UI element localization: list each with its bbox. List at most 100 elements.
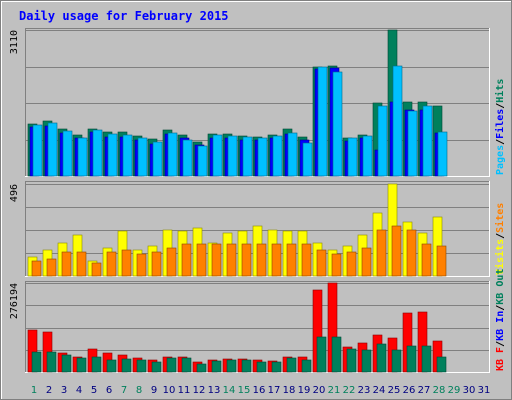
x-tick-label: 28 — [433, 385, 446, 396]
bar-sites-day-4 — [76, 251, 87, 277]
bar-sites-day-15 — [241, 243, 252, 277]
panel-bottom — [25, 281, 490, 373]
bar-sites-day-10 — [166, 247, 177, 277]
x-tick-label: 3 — [61, 385, 67, 396]
bar-sites-day-5 — [91, 262, 102, 277]
x-tick-label: 10 — [163, 385, 176, 396]
bar-kb-out-day-22 — [346, 348, 357, 373]
x-tick-label: 17 — [268, 385, 281, 396]
bar-pages-day-20 — [317, 66, 328, 177]
bar-kb-out-day-12 — [196, 363, 207, 373]
bar-sites-day-20 — [316, 249, 327, 277]
x-tick-label: 7 — [121, 385, 127, 396]
legend-entry-pages: Pages — [495, 145, 506, 175]
bar-kb-out-day-6 — [106, 359, 117, 373]
bar-sites-day-23 — [361, 247, 372, 277]
x-tick-label: 26 — [403, 385, 416, 396]
bar-kb-out-day-26 — [406, 345, 417, 373]
bar-kb-out-day-16 — [256, 361, 267, 373]
bar-pages-day-5 — [92, 129, 103, 177]
bar-sites-day-25 — [391, 225, 402, 277]
bar-kb-out-day-18 — [286, 357, 297, 373]
bar-kb-out-day-13 — [211, 360, 222, 373]
bar-kb-out-day-14 — [226, 359, 237, 373]
x-tick-label: 11 — [178, 385, 191, 396]
y-max-label: 496 — [9, 184, 20, 202]
x-tick-label: 18 — [283, 385, 296, 396]
legend-entry-files: Files — [494, 109, 506, 139]
bar-kb-out-day-2 — [46, 351, 57, 373]
x-tick-label: 25 — [388, 385, 401, 396]
bar-kb-out-day-7 — [121, 358, 132, 373]
bar-pages-day-22 — [347, 137, 358, 177]
x-tick-label: 15 — [238, 385, 251, 396]
bar-kb-out-day-20 — [316, 336, 327, 373]
bar-kb-out-day-1 — [31, 351, 42, 373]
bar-kb-out-day-15 — [241, 359, 252, 373]
y-max-label: 3110 — [9, 30, 20, 54]
legend-entry-sites: Sites — [494, 203, 506, 233]
x-tick-label: 30 — [463, 385, 476, 396]
bar-pages-day-9 — [152, 141, 163, 177]
bar-kb-out-day-9 — [151, 361, 162, 373]
bar-pages-day-19 — [302, 142, 313, 177]
x-tick-label: 14 — [223, 385, 236, 396]
bar-pages-day-24 — [377, 105, 388, 177]
legend-separator: / — [495, 139, 506, 145]
bar-kb-out-day-10 — [166, 357, 177, 373]
bar-sites-day-22 — [346, 251, 357, 277]
bar-pages-day-3 — [62, 130, 73, 177]
x-tick-label: 27 — [418, 385, 431, 396]
bar-sites-day-18 — [286, 243, 297, 277]
bar-pages-day-12 — [197, 145, 208, 177]
bar-sites-day-28 — [436, 245, 447, 277]
bar-pages-day-14 — [227, 135, 238, 177]
legend: Visits/Sites — [494, 203, 506, 275]
bar-kb-out-day-27 — [421, 345, 432, 373]
legend-entry-visits: Visits — [494, 239, 506, 275]
x-tick-label: 13 — [208, 385, 221, 396]
bar-pages-day-7 — [122, 134, 133, 177]
bar-sites-day-12 — [196, 243, 207, 277]
bar-sites-day-21 — [331, 253, 342, 277]
bar-kb-out-day-17 — [271, 361, 282, 373]
x-tick-label: 8 — [136, 385, 142, 396]
chart-panels — [25, 28, 490, 373]
bar-sites-day-8 — [136, 253, 147, 277]
bar-pages-day-10 — [167, 132, 178, 177]
bar-pages-day-28 — [437, 131, 448, 177]
bar-kb-out-day-23 — [361, 349, 372, 373]
legend-separator: / — [495, 341, 506, 347]
legend-separator: / — [495, 103, 506, 109]
x-tick-label: 24 — [373, 385, 386, 396]
x-tick-label: 19 — [298, 385, 311, 396]
x-tick-label: 20 — [313, 385, 326, 396]
bar-kb-out-day-19 — [301, 359, 312, 373]
x-tick-label: 12 — [193, 385, 206, 396]
bar-pages-day-18 — [287, 132, 298, 177]
x-tick-label: 22 — [343, 385, 356, 396]
bar-sites-day-9 — [151, 251, 162, 277]
bar-sites-day-26 — [406, 229, 417, 277]
x-tick-label: 29 — [448, 385, 461, 396]
bar-kb-out-day-24 — [376, 343, 387, 373]
legend: KB F/KB In/KB Out — [495, 269, 506, 371]
legend-separator: / — [495, 233, 506, 239]
x-axis-day-labels: 1 2 3 4 5 6 7 8 9 10 11 12 13 14 15 16 17 18 19 20 21 22 23 24 2… — [31, 385, 491, 396]
panel-middle — [25, 181, 490, 277]
bar-kb-out-day-21 — [331, 336, 342, 373]
x-tick-label: 5 — [91, 385, 97, 396]
bar-pages-day-25 — [392, 65, 403, 177]
panel-top — [25, 28, 490, 177]
bar-sites-day-13 — [211, 243, 222, 277]
bar-pages-day-27 — [422, 105, 433, 177]
bar-sites-day-6 — [106, 251, 117, 277]
x-tick-label: 21 — [328, 385, 341, 396]
x-tick-label: 1 — [31, 385, 37, 396]
bar-sites-day-17 — [271, 243, 282, 277]
bar-pages-day-17 — [272, 135, 283, 177]
bar-pages-day-21 — [332, 71, 343, 177]
bar-pages-day-4 — [77, 137, 88, 177]
